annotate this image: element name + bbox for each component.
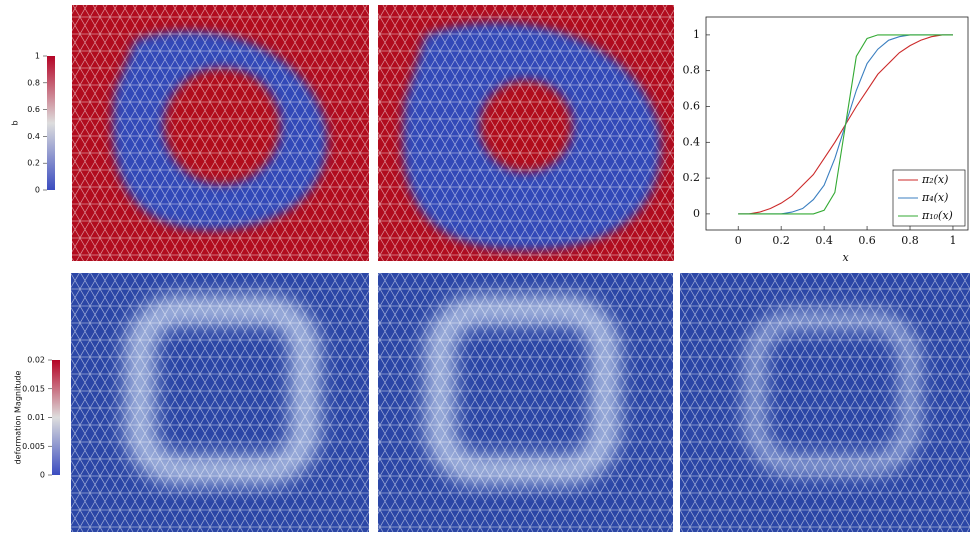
colorbar: 0 0.005 0.01 0.015 0.02 deformation Magnitude: [14, 356, 61, 480]
y-tick-label: 0: [693, 207, 700, 220]
x-tick-label: 1: [949, 234, 956, 247]
colorbar-tick-label: 0.8: [27, 78, 40, 87]
x-tick-label: 0.2: [772, 234, 790, 247]
y-tick-label: 0.2: [683, 171, 701, 184]
colorbar-tick-label: 0.4: [27, 132, 40, 141]
y-tick-label: 1: [693, 28, 700, 41]
legend-label: π₄(x): [921, 191, 948, 204]
legend-label: π₂(x): [921, 173, 948, 186]
deformation-panel: [680, 273, 970, 532]
colorbar-tick-label: 0.01: [27, 413, 45, 422]
colorbar-tick-label: 0.6: [27, 105, 40, 114]
y-tick-label: 0.8: [683, 64, 701, 77]
colorbar-scale: [52, 360, 60, 475]
phase-field-panel: [378, 5, 674, 261]
deformation-panel: [71, 273, 369, 532]
colorbar-tick-label: 0: [35, 186, 40, 195]
colorbar-scale: [47, 56, 55, 190]
colorbar-tick-label: 0.2: [27, 159, 40, 168]
legend-label: π₁₀(x): [921, 209, 953, 222]
colorbar-tick-label: 0.02: [27, 356, 45, 365]
x-tick-label: 0.4: [815, 234, 833, 247]
y-tick-label: 0.6: [683, 99, 701, 112]
x-axis-label: x: [842, 251, 849, 264]
line-chart: 0 0.2 0.4 0.6 0.8 1 0 0.2 0.4 0.6 0.8 1 x π₂(x) π₄(x) π…: [683, 17, 969, 264]
colorbar-tick-label: 1: [35, 52, 40, 61]
colorbar-tick-label: 0: [40, 471, 45, 480]
y-tick-label: 0.4: [683, 135, 701, 148]
colorbar-tick-label: 0.005: [22, 442, 45, 451]
figure: 0 0.2 0.4 0.6 0.8 1 b 0 0.005 0.01 0.015 0.02 defor…: [0, 0, 971, 533]
colorbar-label: b: [11, 120, 20, 125]
x-tick-label: 0.8: [901, 234, 919, 247]
phase-field-panel: [72, 5, 369, 261]
colorbar-tick-label: 0.015: [22, 384, 45, 393]
colorbar-label: deformation Magnitude: [14, 371, 23, 465]
x-tick-label: 0: [735, 234, 742, 247]
x-tick-label: 0.6: [858, 234, 876, 247]
colorbar: 0 0.2 0.4 0.6 0.8 1 b: [11, 52, 56, 195]
deformation-panel: [378, 273, 673, 532]
